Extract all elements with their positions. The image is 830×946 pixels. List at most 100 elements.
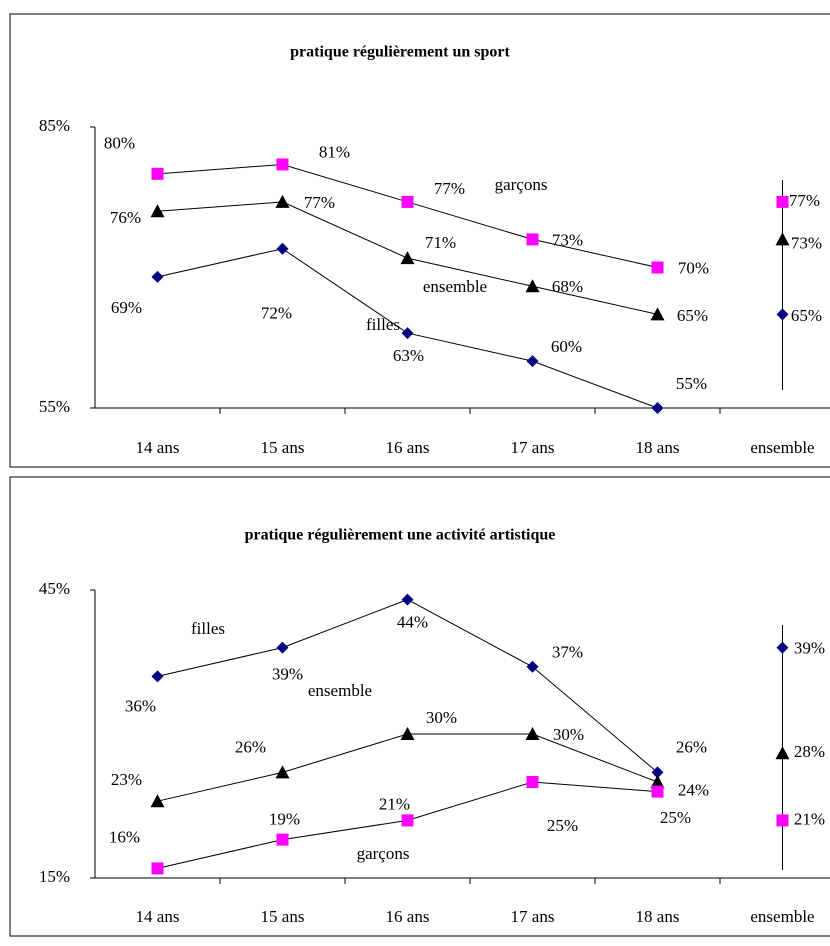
marker [276,242,289,255]
x-tick-label: 17 ans [511,438,555,457]
series-name: filles [191,619,225,638]
marker [776,195,789,208]
data-label: 69% [111,298,142,317]
marker [275,194,290,208]
data-label: 73% [791,233,822,252]
data-label: 39% [272,665,303,684]
data-label: 16% [109,827,140,846]
marker [776,308,789,321]
marker [151,862,164,875]
marker [525,727,540,740]
data-label: 77% [304,193,335,212]
data-label: 81% [319,142,350,161]
x-tick-label: 15 ans [261,907,305,926]
data-label: 77% [789,191,820,210]
marker [151,670,164,683]
marker [776,641,789,654]
marker [526,776,539,788]
marker [276,158,289,171]
data-label: 65% [791,306,822,325]
data-label: 71% [425,233,456,252]
data-label: 36% [125,696,156,715]
chart-frame [9,13,830,468]
marker [525,279,540,293]
series-name: garçons [357,844,410,863]
data-label: 37% [552,643,583,662]
marker [400,727,415,740]
marker [275,765,290,779]
chart-title: pratique régulièrement une activité arti… [245,527,556,544]
data-label: 72% [261,304,292,323]
data-label: 19% [269,810,300,829]
data-label: 21% [794,809,825,828]
data-label: 23% [111,770,142,789]
data-label: 63% [393,346,424,365]
y-tick-label: 15% [39,867,70,886]
marker [526,355,539,368]
x-tick-label: 14 ans [136,907,180,926]
y-tick-label: 85% [39,116,70,135]
chart-frame [9,476,830,937]
chart-title: pratique régulièrement un sport [290,44,510,61]
y-tick-label: 45% [39,579,70,598]
marker [650,775,665,788]
x-tick-label: 16 ans [386,438,430,457]
x-tick-label: 15 ans [261,438,305,457]
marker [151,167,164,180]
marker [401,814,414,827]
x-tick-label: 17 ans [511,907,555,926]
data-label: 39% [794,639,825,658]
x-tick-label: 16 ans [386,907,430,926]
marker [150,204,165,218]
data-label: 80% [104,134,135,153]
data-label: 26% [676,737,707,756]
x-tick-label: ensemble [750,438,814,457]
marker [650,307,665,321]
marker [150,794,165,808]
data-label: 25% [660,808,691,827]
marker [651,766,664,779]
marker [276,641,289,654]
data-label: 21% [379,794,410,813]
data-label: 26% [235,737,266,756]
data-label: 30% [553,725,584,744]
data-label: 77% [434,179,465,198]
data-label: 30% [426,708,457,727]
data-label: 68% [552,277,583,296]
series-name: filles [366,315,400,334]
x-tick-label: 18 ans [636,907,680,926]
data-label: 44% [397,613,428,632]
marker [651,402,664,414]
marker [401,195,414,208]
marker [276,833,289,846]
series-line [157,733,658,802]
data-label: 24% [678,781,709,800]
marker [651,785,664,798]
series-name: ensemble [423,277,487,296]
marker [776,814,789,827]
data-label: 76% [110,208,141,227]
x-tick-label: 18 ans [636,438,680,457]
series-name: garçons [495,175,548,194]
data-label: 73% [552,230,583,249]
marker [526,660,539,673]
marker [401,593,414,606]
x-tick-label: 14 ans [136,438,180,457]
data-label: 65% [677,306,708,325]
marker [526,233,539,246]
marker [151,270,164,283]
data-label: 60% [551,337,582,356]
data-label: 70% [678,258,709,277]
marker [775,746,790,760]
data-label: 28% [794,742,825,761]
data-label: 25% [547,816,578,835]
marker [401,327,414,340]
x-tick-label: ensemble [750,907,814,926]
data-label: 55% [676,374,707,393]
y-tick-label: 55% [39,397,70,416]
marker [775,232,790,246]
marker [400,251,415,265]
marker [651,261,664,274]
